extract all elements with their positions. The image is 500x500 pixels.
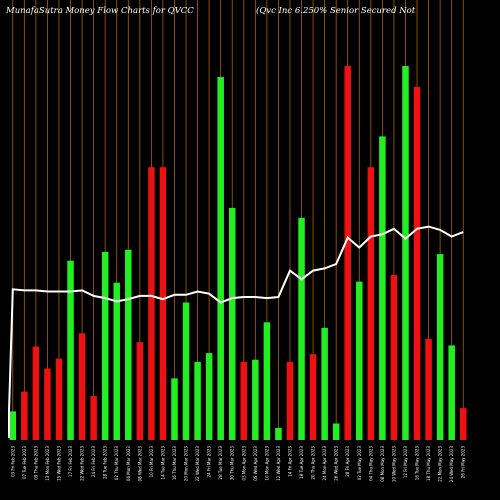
bar-red xyxy=(390,275,398,440)
x-tick-label: 22 Wed Feb 2023 xyxy=(80,446,85,481)
bar-green xyxy=(263,322,271,440)
x-axis-labels: 03 Fri Feb 2023 07 Tue Feb 2023 09 Thu Feb… xyxy=(10,446,465,483)
bar-green xyxy=(125,249,132,440)
x-tick-label: 26 Fri May 2023 xyxy=(461,446,466,479)
x-tick-label: 24 Fri Mar 2023 xyxy=(207,446,212,478)
x-tick-label: 24 Fri Feb 2023 xyxy=(91,446,96,477)
x-tick-label: 06 Mon Mar 2023 xyxy=(126,446,131,482)
bar-red xyxy=(78,333,86,440)
x-tick-label: 07 Tue Feb 2023 xyxy=(22,446,27,479)
x-tick-label: 16 Thu Mar 2023 xyxy=(172,446,177,481)
bar-green xyxy=(194,361,201,440)
bar-red xyxy=(136,342,144,440)
x-tick-label: 24 Mon Apr 2023 xyxy=(322,446,327,481)
x-tick-label: 09 Thu Feb 2023 xyxy=(33,446,38,480)
bar-green xyxy=(356,281,363,440)
x-tick-label: 17 Fri Feb 2023 xyxy=(68,446,73,477)
x-tick-label: 10 Wed May 2023 xyxy=(391,446,396,483)
x-tick-label: 12 Fri May 2023 xyxy=(403,446,408,479)
bar-red xyxy=(309,354,317,440)
x-tick-label: 03 Mon Apr 2023 xyxy=(241,446,246,481)
bar-red xyxy=(159,167,167,440)
bar-red xyxy=(367,167,375,440)
bar-red xyxy=(286,361,294,440)
x-tick-label: 03 Fri Feb 2023 xyxy=(10,446,15,477)
bar-red xyxy=(90,396,97,440)
bar-red xyxy=(32,346,40,440)
x-tick-label: 18 Thu May 2023 xyxy=(426,446,431,481)
x-tick-label: 08 Wed Mar 2023 xyxy=(137,446,142,482)
bar-green xyxy=(205,353,213,440)
bar-red xyxy=(55,358,63,440)
bar-red xyxy=(413,86,421,441)
x-tick-label: 14 Fri Apr 2023 xyxy=(287,446,292,477)
bar-green xyxy=(217,77,224,440)
x-tick-label: 28 Tue Mar 2023 xyxy=(218,446,223,480)
chart-title-right: (Qvc Inc 6.250% Senior Secured Not xyxy=(256,5,416,16)
bar-green xyxy=(171,378,178,440)
x-tick-label: 16 Tue May 2023 xyxy=(415,446,420,481)
bar-green xyxy=(228,207,236,440)
x-tick-label: 12 Wed Apr 2023 xyxy=(276,446,281,481)
x-tick-label: 10 Fri Mar 2023 xyxy=(149,446,154,478)
bar-red xyxy=(240,361,248,440)
bar-green xyxy=(321,327,328,440)
x-tick-label: 22 Wed Mar 2023 xyxy=(195,446,200,482)
x-tick-label: 04 Thu May 2023 xyxy=(368,446,373,481)
x-tick-label: 20 Mon Mar 2023 xyxy=(184,446,189,482)
x-tick-label: 24 Wed May 2023 xyxy=(449,446,454,483)
x-tick-label: 10 Mon Apr 2023 xyxy=(264,446,269,481)
bar-green xyxy=(402,66,409,440)
bar-red xyxy=(425,338,432,440)
bar-green xyxy=(252,359,259,440)
bar-green xyxy=(67,260,74,440)
x-tick-label: 18 Tue Apr 2023 xyxy=(299,446,304,479)
bar-green xyxy=(182,302,190,440)
bar-green xyxy=(9,411,17,440)
bar-green xyxy=(101,251,109,440)
x-tick-label: 26 Wed Apr 2023 xyxy=(334,446,339,481)
x-tick-label: 05 Wed Apr 2023 xyxy=(253,446,258,481)
x-tick-label: 28 Fri Apr 2023 xyxy=(345,446,350,477)
chart-title-left: MunafaSutra Money Flow Charts for QVCC xyxy=(5,6,194,16)
x-tick-label: 28 Tue Feb 2023 xyxy=(103,446,108,479)
price-line xyxy=(8,225,464,438)
x-tick-label: 15 Wed Feb 2023 xyxy=(56,446,61,481)
bar-green xyxy=(436,254,444,440)
bar-green xyxy=(275,427,282,440)
x-tick-label: 13 Mon Feb 2023 xyxy=(45,446,50,481)
bar-green xyxy=(379,136,386,440)
x-tick-label: 08 Mon May 2023 xyxy=(380,446,385,482)
bar-red xyxy=(459,408,467,440)
x-tick-label: 30 Thu Mar 2023 xyxy=(230,446,235,481)
bar-red xyxy=(21,391,28,440)
x-tick-label: 14 Tue Mar 2023 xyxy=(160,446,165,480)
chart-bars xyxy=(9,66,467,441)
x-tick-label: 20 Thu Apr 2023 xyxy=(311,446,316,480)
bar-green xyxy=(113,282,120,440)
bar-green xyxy=(448,345,455,440)
bar-red xyxy=(44,368,51,440)
bar-green xyxy=(332,423,340,440)
bar-red xyxy=(344,66,351,440)
bar-green xyxy=(298,217,305,440)
bar-red xyxy=(148,167,155,440)
x-tick-label: 22 Mon May 2023 xyxy=(438,446,443,482)
x-tick-label: 02 Thu Mar 2023 xyxy=(114,446,119,481)
x-tick-label: 02 Tue May 2023 xyxy=(357,446,362,481)
